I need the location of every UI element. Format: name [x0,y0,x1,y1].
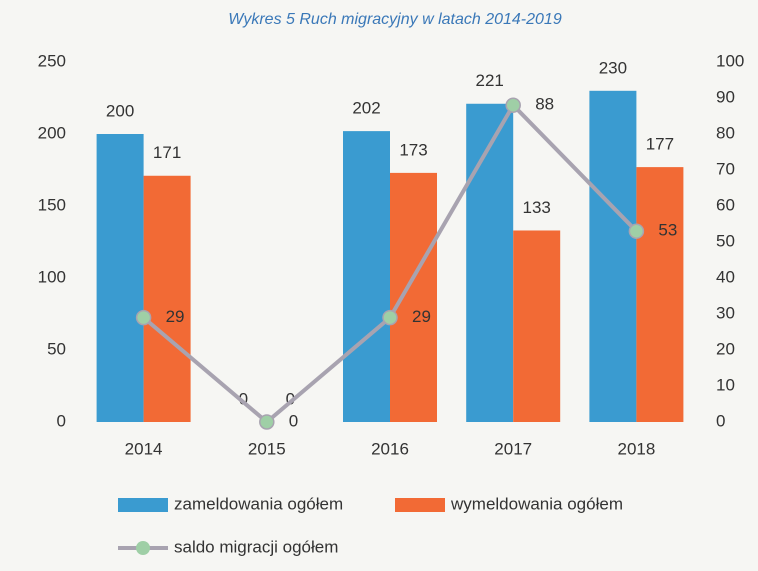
bar-value-label: 173 [399,140,427,159]
bar [343,131,390,422]
y2-tick-label: 100 [716,51,744,70]
bar-value-label: 230 [599,58,627,77]
line-marker [505,97,521,113]
y-tick-label: 150 [38,195,66,214]
bar-value-label: 200 [106,101,134,120]
line-value-label: 29 [412,307,431,326]
y2-tick-label: 70 [716,159,735,178]
bar-value-label: 133 [523,198,551,217]
line-marker [628,223,645,239]
legend-swatch [118,498,168,512]
legend-swatch [395,498,445,512]
y2-tick-label: 10 [716,375,735,394]
line-value-label: 0 [289,411,298,430]
bar-value-label: 202 [352,99,380,118]
bar-value-label: 177 [646,135,674,154]
line-marker [382,309,398,326]
legend-label: zameldowania ogółem [174,494,343,513]
y-tick-label: 0 [57,411,66,430]
x-tick-label: 2015 [248,439,286,458]
y2-tick-label: 40 [716,267,735,286]
line-marker [135,309,152,326]
bar [636,167,684,422]
line-value-label: 53 [658,221,677,240]
y2-tick-label: 80 [716,123,735,142]
x-tick-label: 2014 [125,439,163,458]
bar-value-label: 221 [476,71,504,90]
bar [466,103,514,422]
bar-value-label: 171 [153,143,181,162]
line-marker [259,414,275,430]
line-value-label: 88 [535,95,554,114]
legend-marker [136,541,150,555]
bar [390,172,437,422]
y2-tick-label: 0 [716,411,725,430]
x-tick-label: 2016 [371,439,409,458]
bar [143,175,191,422]
bar [589,90,637,423]
y-tick-label: 200 [38,123,66,142]
y2-tick-label: 20 [716,339,735,358]
x-tick-label: 2018 [617,439,655,458]
y-tick-label: 50 [47,339,66,358]
chart-title: Wykres 5 Ruch migracyjny w latach 2014-2… [228,11,562,28]
y-tick-label: 100 [38,267,66,286]
bar [96,134,144,422]
y2-tick-label: 30 [716,303,735,322]
y2-tick-label: 90 [716,87,735,106]
legend-label: wymeldowania ogółem [450,494,623,513]
bar-value-label: 0 [286,389,295,408]
bar-value-label: 0 [239,389,248,408]
legend-label: saldo migracji ogółem [174,537,338,556]
y-tick-label: 250 [38,51,66,70]
y2-tick-label: 50 [716,231,735,250]
x-tick-label: 2017 [494,439,532,458]
y2-tick-label: 60 [716,195,735,214]
line-value-label: 29 [166,307,185,326]
bar [513,230,561,422]
